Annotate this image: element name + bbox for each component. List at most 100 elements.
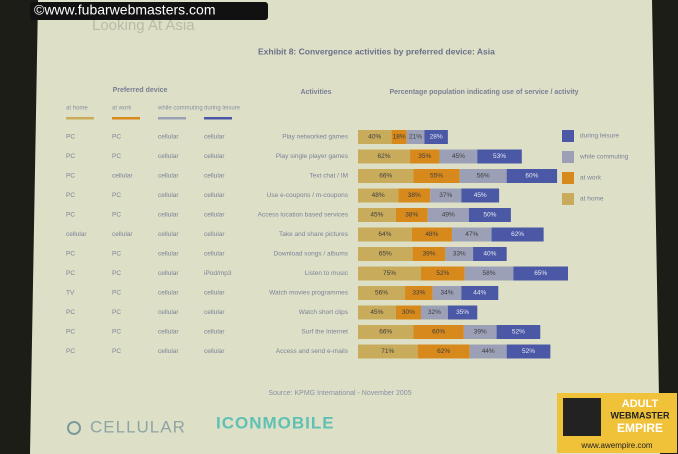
value-label: 48% xyxy=(372,192,385,199)
value-label: 52% xyxy=(512,329,525,336)
device-cell: cellular xyxy=(204,192,225,199)
value-label: 45% xyxy=(452,153,465,160)
value-label: 60% xyxy=(525,173,538,180)
legend-label: during leisure xyxy=(580,133,619,140)
value-label: 38% xyxy=(405,212,418,219)
value-label: 45% xyxy=(370,212,383,219)
category-label: Download songs / albums xyxy=(274,251,349,258)
bar-segment xyxy=(358,188,399,203)
value-label: 56% xyxy=(477,173,490,180)
value-label: 45% xyxy=(474,192,487,199)
bar-segment xyxy=(447,305,478,320)
value-label: 39% xyxy=(474,329,487,336)
category-label: Play networked games xyxy=(282,134,349,141)
device-cell: cellular xyxy=(158,270,179,277)
value-label: 65% xyxy=(534,270,547,277)
bar-segment xyxy=(395,208,428,222)
column-underline xyxy=(112,117,140,120)
logo-line2: WEBMASTER xyxy=(611,410,670,420)
device-cell: cellular xyxy=(204,134,225,141)
device-cell: PC xyxy=(66,270,75,277)
device-cell: cellular xyxy=(66,231,87,238)
bar-segment xyxy=(477,149,522,164)
value-label: 49% xyxy=(442,212,455,219)
watermark-box xyxy=(30,2,268,20)
column-header: at work xyxy=(112,106,132,112)
device-cell: PC xyxy=(112,270,121,277)
bar-segment xyxy=(410,149,440,164)
device-cell: PC xyxy=(112,134,121,141)
value-label: 21% xyxy=(409,134,422,141)
column-underline xyxy=(204,117,232,120)
footer-left: CELLULAR xyxy=(90,417,186,436)
footer-right: ICONMOBILE xyxy=(216,413,335,432)
legend-swatch xyxy=(562,193,574,205)
bar-segment xyxy=(506,344,551,359)
value-label: 44% xyxy=(482,348,495,355)
category-label: Take and share pictures xyxy=(279,231,349,238)
source: Source: KPMG International - November 20… xyxy=(268,390,411,397)
bar-segment xyxy=(358,130,392,144)
value-label: 66% xyxy=(379,329,392,336)
category-label: Watch movies programmes xyxy=(269,290,349,297)
bar-segment xyxy=(358,266,421,281)
bar-segment xyxy=(424,130,448,144)
bar-segment xyxy=(358,149,411,164)
column-underline xyxy=(66,117,94,120)
legend-label: at work xyxy=(580,175,602,182)
device-cell: cellular xyxy=(158,309,179,316)
bar-segment xyxy=(468,208,511,222)
value-label: 38% xyxy=(408,192,421,199)
bar-segment xyxy=(491,227,544,242)
device-cell: cellular xyxy=(204,251,225,258)
device-cell: iPod/mp3 xyxy=(204,270,232,277)
value-label: 28% xyxy=(430,134,443,141)
value-label: 66% xyxy=(379,173,392,180)
device-cell: PC xyxy=(66,153,75,160)
bar-segment xyxy=(417,344,470,359)
category-label: Access location based services xyxy=(258,212,349,219)
value-label: 58% xyxy=(483,270,496,277)
bar-segment xyxy=(358,227,412,242)
bar-segment xyxy=(421,305,448,320)
logo-icon xyxy=(563,398,601,436)
bar-segment xyxy=(461,286,499,300)
legend-label: while commuting xyxy=(579,154,629,161)
column-underline xyxy=(158,117,186,120)
value-label: 34% xyxy=(441,290,454,297)
column-header: during leisure xyxy=(204,106,241,112)
value-label: 39% xyxy=(422,251,435,258)
legend-label: at home xyxy=(580,196,604,203)
value-label: 71% xyxy=(381,348,394,355)
bar-segment xyxy=(463,325,497,339)
bar-segment xyxy=(459,169,507,183)
value-label: 37% xyxy=(439,192,452,199)
device-cell: PC xyxy=(112,192,121,199)
bar-segment xyxy=(496,325,541,339)
category-label: Access and send e-mails xyxy=(276,348,349,355)
value-label: 40% xyxy=(483,251,496,258)
device-cell: PC xyxy=(66,348,75,355)
device-cell: cellular xyxy=(158,348,179,355)
value-label: 64% xyxy=(378,231,391,238)
value-label: 30% xyxy=(402,309,415,316)
device-cell: cellular xyxy=(204,290,225,297)
value-label: 52% xyxy=(436,270,449,277)
value-label: 44% xyxy=(473,290,486,297)
device-cell: cellular xyxy=(158,212,179,219)
device-cell: PC xyxy=(66,134,75,141)
value-label: 62% xyxy=(378,153,391,160)
legend-swatch xyxy=(562,130,574,142)
value-label: 35% xyxy=(418,153,431,160)
device-cell: PC xyxy=(112,290,121,297)
device-cell: PC xyxy=(112,251,121,258)
category-label: Use e-coupons / m-coupons xyxy=(267,192,349,199)
legend-swatch xyxy=(562,172,574,184)
device-cell: PC xyxy=(112,212,121,219)
category-label: Surf the Internet xyxy=(301,329,348,336)
category-label: Play single player games xyxy=(276,153,349,160)
slide-title: Looking At Asia xyxy=(92,17,195,34)
device-cell: PC xyxy=(66,329,75,336)
bar-segment xyxy=(358,305,396,320)
